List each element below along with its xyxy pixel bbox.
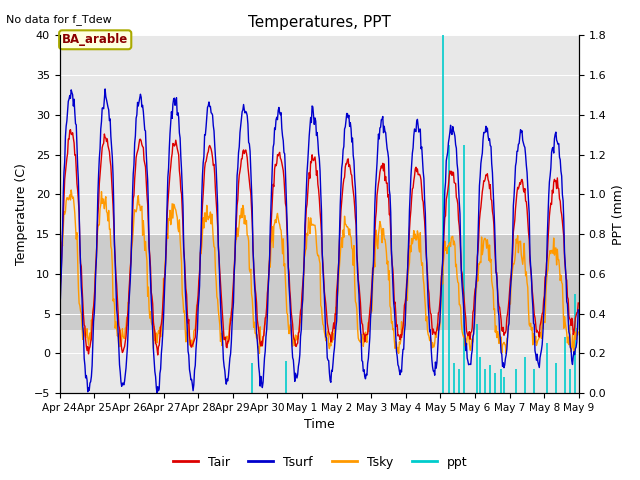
Bar	[60, 234, 579, 329]
Y-axis label: PPT (mm): PPT (mm)	[612, 184, 625, 245]
Y-axis label: Temperature (C): Temperature (C)	[15, 163, 28, 265]
Legend: Tair, Tsurf, Tsky, ppt: Tair, Tsurf, Tsky, ppt	[168, 451, 472, 474]
Text: BA_arable: BA_arable	[62, 33, 129, 46]
X-axis label: Time: Time	[304, 419, 335, 432]
Text: No data for f_Tdew: No data for f_Tdew	[6, 14, 112, 25]
Title: Temperatures, PPT: Temperatures, PPT	[248, 15, 391, 30]
